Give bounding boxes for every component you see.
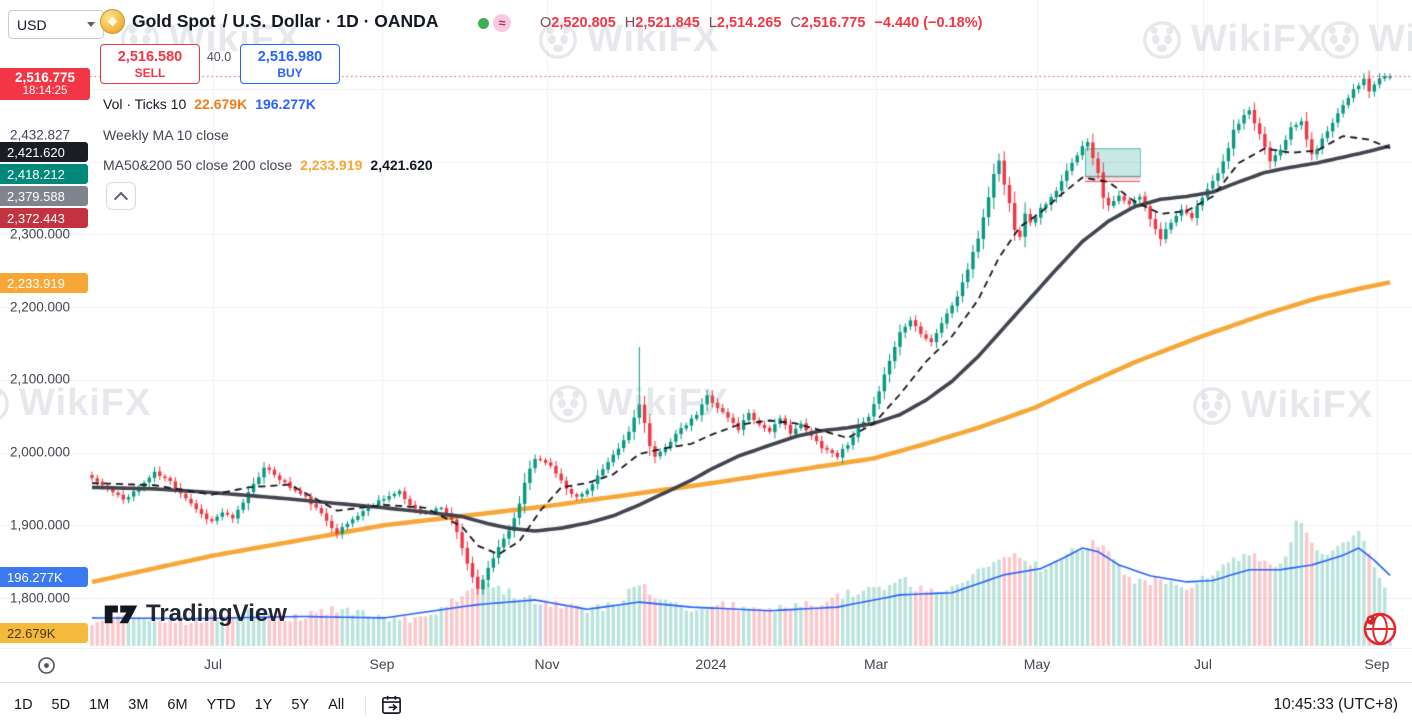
volume-legend[interactable]: Vol · Ticks 10 22.679K 196.277K (103, 96, 316, 112)
range-button-all[interactable]: All (328, 696, 345, 713)
range-button-1y[interactable]: 1Y (254, 696, 273, 713)
range-button-ytd[interactable]: YTD (206, 696, 236, 713)
sell-label: SELL (134, 65, 166, 80)
time-axis-label: Jul (204, 656, 222, 672)
price-tick-label: 2,100.000 (10, 371, 71, 387)
current-price: 2,516.775 (14, 70, 76, 85)
ohlc-item: L2,514.265 (709, 15, 782, 31)
ohlc-value: 2,521.845 (635, 15, 700, 31)
range-button-1m[interactable]: 1M (89, 696, 110, 713)
scale-settings-icon[interactable] (37, 656, 56, 680)
currency-selector-value: USD (17, 16, 47, 33)
indicator-price-label: 196.277K (0, 567, 88, 587)
price-tick-label: 2,300.000 (10, 226, 71, 242)
time-axis[interactable]: Jul Sep Nov 2024 Mar May Jul Sep (0, 648, 1412, 683)
price-tick-label: 1,800.000 (10, 590, 71, 606)
ohlc-item: O2,520.805 (540, 15, 616, 31)
range-button-1d[interactable]: 1D (14, 696, 33, 713)
buy-label: BUY (277, 65, 303, 80)
sell-button[interactable]: 2,516.580 SELL (100, 44, 200, 84)
time-axis-label: 2024 (695, 656, 727, 672)
ohlc-letter: C (790, 15, 801, 31)
indicator-price-label: 2,372.443 (0, 208, 88, 228)
range-button-5y[interactable]: 5Y (291, 696, 310, 713)
toolbar-divider (365, 694, 367, 715)
spread-value: 40.0 (206, 50, 232, 64)
ohlc-item: H2,521.845 (625, 15, 700, 31)
weekly-ma-legend[interactable]: Weekly MA 10 close (103, 127, 229, 143)
wikifx-badge-icon (1363, 612, 1397, 646)
ohlc-value: 2,516.775 (800, 15, 866, 31)
indicator-price-label: 2,379.588 (0, 186, 88, 206)
chevron-up-icon (113, 191, 129, 206)
buy-price: 2,516.980 (257, 48, 323, 65)
time-axis-label: Nov (534, 656, 560, 672)
go-to-date-button[interactable] (380, 693, 403, 716)
ma50-value: 2,421.620 (370, 157, 433, 173)
indicator-price-label: 22.679K (0, 623, 88, 643)
range-button-5d[interactable]: 5D (51, 696, 71, 713)
ohlc-values: O2,520.805 H2,521.845 L2,514.265 C2,516.775… (540, 15, 982, 31)
current-price-label: 2,516.775 18:14:25 (0, 68, 90, 100)
ohlc-letter: L (708, 15, 717, 31)
sell-price: 2,516.580 (117, 48, 183, 65)
bottom-toolbar: 1D 5D 1M 3M 6M YTD 1Y 5Y All 10:45:33 (UTC+8) (0, 682, 1412, 726)
market-status: ≈ (478, 14, 511, 32)
tradingview-logo-text: TradingView (146, 600, 287, 627)
price-tick-label: 2,200.000 (10, 299, 71, 315)
weekly-ma-label: Weekly MA 10 close (103, 127, 229, 143)
range-button-6m[interactable]: 6M (167, 696, 188, 713)
price-tick-label: 1,900.000 (10, 517, 71, 533)
calendar-icon (382, 695, 402, 714)
tradingview-glyph-icon (104, 605, 138, 624)
time-axis-label: May (1023, 656, 1051, 672)
price-tick-label: 2,000.000 (10, 444, 71, 460)
ma-legend-label: MA50&200 50 close 200 close (103, 157, 293, 173)
price-tick-label: 2,432.827 (10, 127, 71, 143)
price-change: −4.440 (−0.18%) (874, 15, 983, 31)
volume-legend-label: Vol · Ticks 10 (103, 96, 187, 112)
time-axis-label: Sep (1364, 656, 1390, 672)
range-button-3m[interactable]: 3M (128, 696, 149, 713)
symbol-title[interactable]: Gold Spot / U.S. Dollar · 1D · OANDA (100, 9, 438, 34)
volume-value: 22.679K (194, 96, 248, 112)
ohlc-letter: H (624, 15, 636, 31)
ohlc-value: 2,520.805 (551, 15, 616, 31)
tradingview-logo[interactable]: TradingView (104, 600, 287, 628)
ohlc-item: C2,516.775 (790, 15, 865, 31)
indicator-price-label: 2,421.620 (0, 142, 88, 162)
symbol-name: Gold Spot (132, 11, 216, 31)
ma-legend[interactable]: MA50&200 50 close 200 close 2,233.919 2,… (103, 157, 433, 173)
ohlc-letter: O (540, 15, 552, 31)
delayed-data-icon: ≈ (493, 14, 511, 32)
collapse-legend-button[interactable] (106, 182, 136, 210)
indicator-price-label: 2,233.919 (0, 273, 88, 293)
time-axis-label: Jul (1194, 656, 1212, 672)
ma200-value: 2,233.919 (300, 157, 363, 173)
gold-coin-icon (100, 9, 125, 34)
indicator-price-label: 2,418.212 (0, 164, 88, 184)
clock-display: 10:45:33 (UTC+8) (1273, 695, 1399, 713)
ohlc-value: 2,514.265 (716, 15, 782, 31)
chevron-down-icon (87, 22, 95, 27)
time-axis-label: Mar (863, 656, 889, 672)
volume-ma-value: 196.277K (255, 96, 316, 112)
symbol-details: / U.S. Dollar · 1D · OANDA (222, 11, 439, 31)
market-open-icon (478, 17, 489, 29)
currency-selector[interactable]: USD (8, 10, 104, 39)
bar-countdown: 18:14:25 (22, 85, 68, 97)
price-chart-canvas[interactable] (0, 0, 1412, 648)
time-axis-label: Sep (369, 656, 395, 672)
buy-button[interactable]: 2,516.980 BUY (240, 44, 340, 84)
